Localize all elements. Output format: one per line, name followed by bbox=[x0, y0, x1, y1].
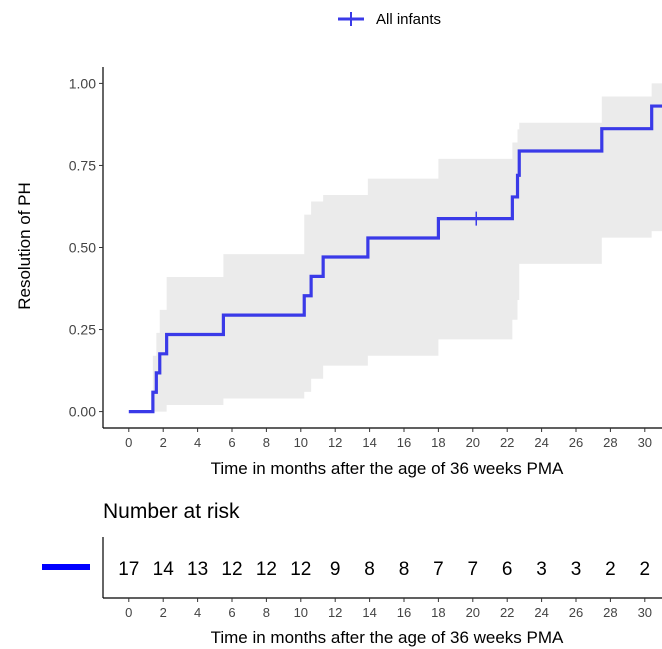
risk-count: 8 bbox=[364, 559, 375, 580]
risk-count: 9 bbox=[330, 559, 341, 580]
x-tick-label: 22 bbox=[500, 435, 514, 450]
risk-count: 7 bbox=[433, 559, 444, 580]
y-tick-label: 0.25 bbox=[69, 322, 96, 338]
risk-table-axes: 0 2 4 6 8 10 12 14 16 18 20 22 24 26 28 30 bbox=[102, 537, 662, 620]
risk-x-tick-label: 12 bbox=[328, 605, 342, 620]
y-tick-label: 1.00 bbox=[69, 75, 96, 91]
risk-x-tick-label: 28 bbox=[603, 605, 617, 620]
main-axes: 0.000.250.500.751.000 2 4 6 8 10 12 14 16 18 20 22 2… bbox=[69, 67, 662, 450]
legend-label: All infants bbox=[376, 11, 441, 28]
risk-count: 17 bbox=[118, 559, 139, 580]
risk-x-tick-label: 22 bbox=[500, 605, 514, 620]
risk-count: 12 bbox=[221, 559, 242, 580]
y-tick-label: 0.50 bbox=[69, 240, 96, 256]
risk-x-tick-label: 24 bbox=[534, 605, 548, 620]
risk-x-tick-label: 26 bbox=[569, 605, 583, 620]
risk-count: 3 bbox=[571, 559, 582, 580]
x-tick-label: 30 bbox=[638, 435, 652, 450]
x-tick-label: 24 bbox=[534, 435, 548, 450]
risk-count: 12 bbox=[290, 559, 311, 580]
risk-table-title: Number at risk bbox=[103, 500, 240, 523]
risk-count: 14 bbox=[153, 559, 175, 580]
risk-table-values: 17 14 13 12 12 12 9 8 8 7 7 6 3 3 2 2 bbox=[118, 559, 650, 580]
x-tick-label: 2 bbox=[160, 435, 167, 450]
y-tick-label: 0.00 bbox=[69, 404, 96, 420]
risk-x-tick-label: 6 bbox=[228, 605, 235, 620]
risk-x-tick-label: 4 bbox=[194, 605, 201, 620]
x-tick-label: 12 bbox=[328, 435, 342, 450]
risk-count: 13 bbox=[187, 559, 208, 580]
risk-x-tick-label: 14 bbox=[362, 605, 376, 620]
risk-count: 6 bbox=[502, 559, 513, 580]
risk-count: 3 bbox=[536, 559, 547, 580]
x-tick-label: 26 bbox=[569, 435, 583, 450]
x-tick-label: 16 bbox=[397, 435, 411, 450]
risk-count: 8 bbox=[399, 559, 410, 580]
risk-x-tick-label: 2 bbox=[160, 605, 167, 620]
x-axis-label: Time in months after the age of 36 weeks… bbox=[211, 459, 564, 478]
x-tick-label: 14 bbox=[362, 435, 376, 450]
risk-x-tick-label: 0 bbox=[125, 605, 132, 620]
x-tick-label: 6 bbox=[228, 435, 235, 450]
risk-count: 12 bbox=[256, 559, 277, 580]
risk-x-tick-label: 30 bbox=[638, 605, 652, 620]
x-tick-label: 20 bbox=[466, 435, 480, 450]
risk-count: 7 bbox=[468, 559, 479, 580]
confidence-band bbox=[128, 83, 662, 412]
x-tick-label: 10 bbox=[294, 435, 308, 450]
series-step-line bbox=[128, 104, 662, 414]
ci-band bbox=[128, 83, 662, 412]
y-axis-label: Resolution of PH bbox=[15, 182, 34, 310]
x-tick-label: 28 bbox=[603, 435, 617, 450]
risk-x-tick-label: 10 bbox=[294, 605, 308, 620]
risk-count: 2 bbox=[605, 559, 616, 580]
risk-x-tick-label: 18 bbox=[431, 605, 445, 620]
x-tick-label: 8 bbox=[263, 435, 270, 450]
survival-curve bbox=[128, 104, 662, 414]
x-tick-label: 0 bbox=[125, 435, 132, 450]
risk-x-tick-label: 8 bbox=[263, 605, 270, 620]
x-tick-label: 18 bbox=[431, 435, 445, 450]
risk-x-tick-label: 16 bbox=[397, 605, 411, 620]
risk-x-tick-label: 20 bbox=[466, 605, 480, 620]
y-tick-label: 0.75 bbox=[69, 157, 96, 173]
risk-count: 2 bbox=[640, 559, 651, 580]
legend: All infants bbox=[338, 11, 441, 28]
risk-table-x-axis-label: Time in months after the age of 36 weeks… bbox=[211, 628, 564, 647]
x-tick-label: 4 bbox=[194, 435, 201, 450]
